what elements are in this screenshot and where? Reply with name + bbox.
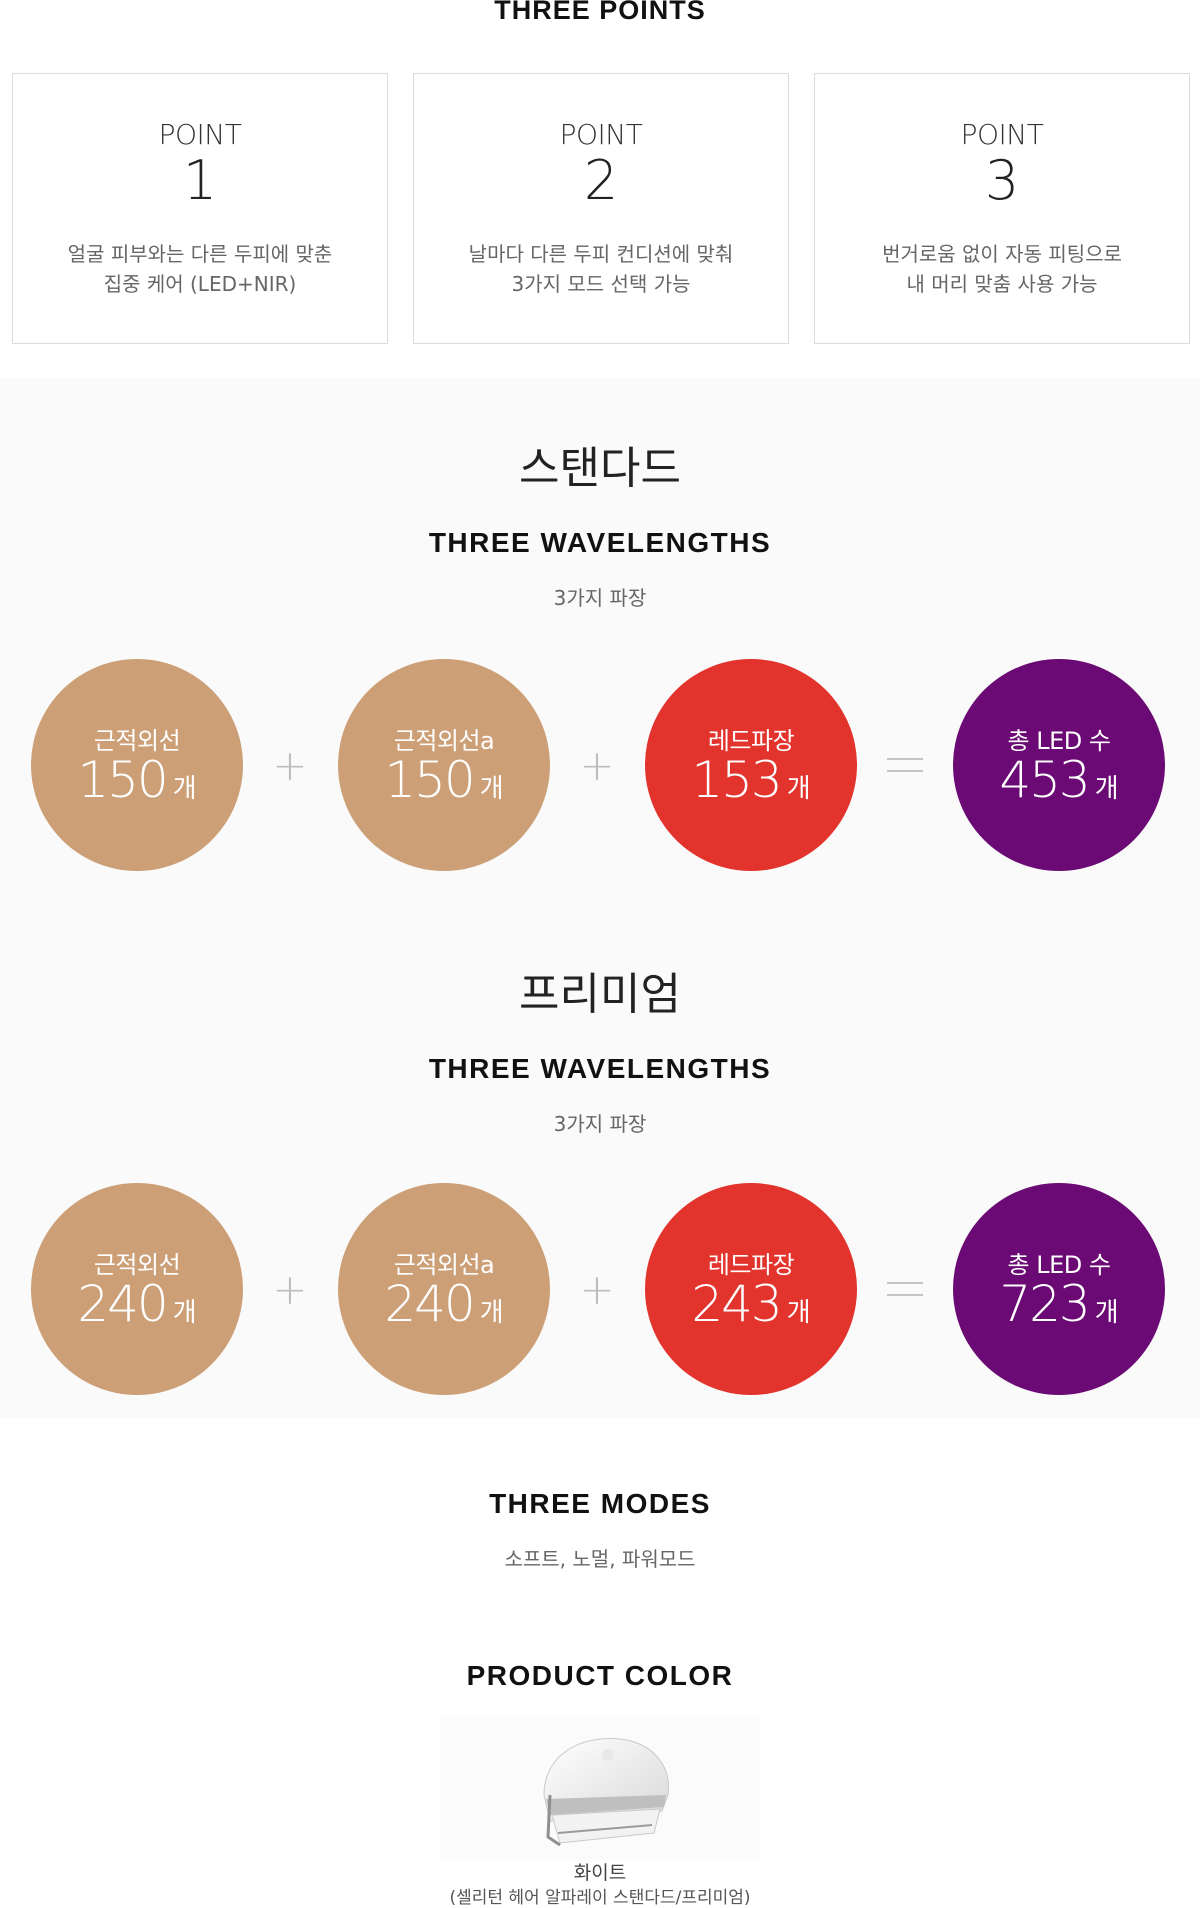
standard-wavelength-caption: 3가지 파장 — [553, 586, 647, 610]
point-label: POINT — [158, 118, 242, 151]
standard-near-infrared-circle: 근적외선 150 개 — [31, 659, 243, 871]
modes-heading: THREE MODES — [489, 1488, 711, 1519]
point-description-line: 얼굴 피부와는 다른 두피에 맞춘 — [67, 242, 333, 266]
premium-near-infrared-a-circle: 근적외선a 240 개 — [338, 1183, 550, 1395]
circle-label: 레드파장 — [707, 1251, 795, 1279]
color-note: (셀리턴 헤어 알파레이 스탠다드/프리미엄) — [449, 1888, 751, 1908]
circle-value: 240 개 — [77, 1275, 197, 1333]
point-description-line: 내 머리 맞춤 사용 가능 — [906, 272, 1098, 296]
point-number: 1 — [182, 149, 218, 212]
circle-value: 243 개 — [691, 1275, 811, 1333]
premium-near-infrared-circle: 근적외선 240 개 — [31, 1183, 243, 1395]
circle-label: 근적외선a — [393, 1251, 495, 1279]
standard-wavelength-heading: THREE WAVELENGTHS — [428, 527, 772, 558]
premium-title: 프리미엄 — [519, 969, 681, 1020]
point-description-line: 집중 케어 (LED+NIR) — [103, 272, 297, 296]
plus-icon: + — [272, 1265, 308, 1314]
circle-label: 레드파장 — [707, 727, 795, 755]
page-title: THREE POINTS — [494, 0, 706, 25]
standard-total-led-circle: 총 LED 수 453 개 — [953, 659, 1165, 871]
circle-label: 근적외선 — [93, 727, 181, 755]
standard-near-infrared-a-circle: 근적외선a 150 개 — [338, 659, 550, 871]
premium-red-wavelength-circle: 레드파장 243 개 — [645, 1183, 857, 1395]
point-card-2: POINT 2 날마다 다른 두피 컨디션에 맞춰 3가지 모드 선택 가능 — [413, 73, 789, 344]
premium-total-led-circle: 총 LED 수 723 개 — [953, 1183, 1165, 1395]
point-description: 번거로움 없이 자동 피팅으로 내 머리 맞춤 사용 가능 — [815, 239, 1189, 299]
plus-icon: + — [579, 741, 615, 790]
circle-value: 150 개 — [77, 751, 197, 809]
circle-label: 근적외선 — [93, 1251, 181, 1279]
premium-wavelength-caption: 3가지 파장 — [553, 1112, 647, 1136]
color-name: 화이트 — [573, 1862, 627, 1884]
point-description: 날마다 다른 두피 컨디션에 맞춰 3가지 모드 선택 가능 — [414, 239, 788, 299]
point-label: POINT — [960, 118, 1044, 151]
point-number: 2 — [583, 149, 619, 212]
point-description-line: 번거로움 없이 자동 피팅으로 — [882, 242, 1122, 266]
circle-label: 근적외선a — [393, 727, 495, 755]
plus-icon: + — [272, 741, 308, 790]
helmet-image — [543, 1737, 670, 1847]
point-number: 3 — [984, 149, 1020, 212]
modes-caption: 소프트, 노멀, 파워모드 — [504, 1547, 696, 1571]
point-card-1: POINT 1 얼굴 피부와는 다른 두피에 맞춘 집중 케어 (LED+NIR… — [12, 73, 388, 344]
circle-value: 723 개 — [999, 1275, 1119, 1333]
circle-label: 총 LED 수 — [1007, 727, 1111, 755]
point-description-line: 3가지 모드 선택 가능 — [511, 272, 691, 296]
circle-value: 150 개 — [384, 751, 504, 809]
circle-value: 240 개 — [384, 1275, 504, 1333]
premium-wavelength-heading: THREE WAVELENGTHS — [428, 1053, 772, 1084]
standard-red-wavelength-circle: 레드파장 153 개 — [645, 659, 857, 871]
equals-icon — [887, 1282, 923, 1296]
point-card-3: POINT 3 번거로움 없이 자동 피팅으로 내 머리 맞춤 사용 가능 — [814, 73, 1190, 344]
product-color-heading: PRODUCT COLOR — [466, 1660, 734, 1691]
standard-title: 스탠다드 — [519, 443, 681, 494]
circle-label: 총 LED 수 — [1007, 1251, 1111, 1279]
point-label: POINT — [559, 118, 643, 151]
point-description-line: 날마다 다른 두피 컨디션에 맞춰 — [468, 242, 734, 266]
equals-icon — [887, 758, 923, 772]
circle-value: 153 개 — [691, 751, 811, 809]
product-image-area — [440, 1715, 760, 1860]
point-description: 얼굴 피부와는 다른 두피에 맞춘 집중 케어 (LED+NIR) — [13, 239, 387, 299]
plus-icon: + — [579, 1265, 615, 1314]
circle-value: 453 개 — [999, 751, 1119, 809]
